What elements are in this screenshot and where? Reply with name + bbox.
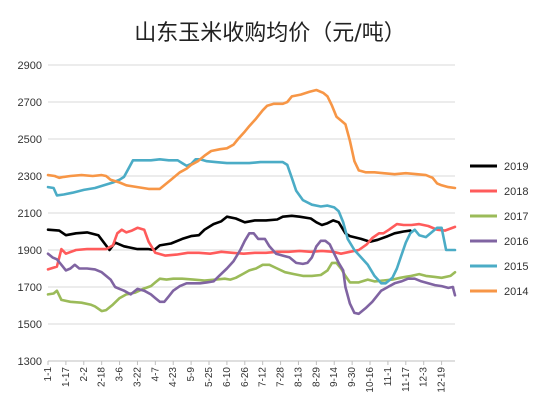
series-line-2016 (46, 232, 457, 316)
x-tick-label: 8-13 (293, 367, 304, 387)
x-tick-label: 4-23 (168, 367, 179, 387)
y-tick-label: 2500 (18, 134, 42, 146)
y-axis: 1300 1500 1700 1900 2100 2300 2500 2700 2900 (18, 60, 42, 368)
legend-label-2016: 2016 (504, 236, 528, 248)
legend-label-2019: 2019 (504, 161, 528, 173)
y-tick-label: 2100 (18, 208, 42, 220)
grid (48, 64, 455, 362)
x-tick-label: 2-2 (79, 367, 90, 382)
y-tick-label: 2900 (18, 60, 42, 72)
x-tick-label: 4-7 (150, 367, 161, 382)
x-tick-label: 6-26 (240, 367, 251, 387)
y-tick-label: 2300 (18, 171, 42, 183)
x-tick-label: 2-18 (97, 367, 108, 387)
y-tick-label: 1300 (18, 356, 42, 368)
legend-label-2015: 2015 (504, 261, 528, 273)
x-tick-label: 11-17 (401, 367, 412, 392)
series-line-2019 (46, 214, 412, 252)
x-tick-label: 11-1 (383, 367, 394, 387)
plot-area (46, 88, 457, 316)
x-tick-label: 1-17 (61, 367, 72, 387)
x-tick-label: 7-12 (258, 367, 269, 387)
legend-label-2018: 2018 (504, 186, 528, 198)
x-tick-label: 12-19 (437, 367, 448, 393)
y-tick-label: 1500 (18, 319, 42, 331)
x-tick-label: 9-14 (329, 367, 340, 387)
x-tick-label: 5-25 (204, 367, 215, 387)
x-tick-label: 1-1 (43, 367, 54, 382)
legend: 2019 2018 2017 2016 2015 2014 (470, 161, 528, 298)
y-tick-label: 2700 (18, 97, 42, 109)
legend-label-2017: 2017 (504, 211, 528, 223)
x-tick-label: 10-16 (365, 367, 376, 393)
x-tick-label: 3-6 (115, 367, 126, 382)
x-tick-label: 5-9 (186, 367, 197, 382)
series-line-2018 (46, 222, 457, 271)
y-tick-label: 1900 (18, 245, 42, 257)
x-tick-label: 8-29 (311, 367, 322, 387)
series-line-2014 (46, 88, 457, 191)
x-tick-label: 3-22 (132, 367, 143, 387)
x-tick-label: 6-10 (222, 367, 233, 387)
x-tick-label: 12-3 (419, 367, 430, 387)
series-line-2015 (46, 158, 457, 285)
y-tick-label: 1700 (18, 282, 42, 294)
x-tick-label: 9-30 (347, 367, 358, 387)
x-axis: 1-1 1-17 2-2 2-18 3-6 3-22 4-7 4-23 5-9 5-25 6-10 6… (43, 360, 455, 393)
x-tick-label: 7-28 (276, 367, 287, 387)
chart-title: 山东玉米收购均价（元/吨） (134, 21, 405, 46)
legend-label-2014: 2014 (504, 286, 528, 298)
